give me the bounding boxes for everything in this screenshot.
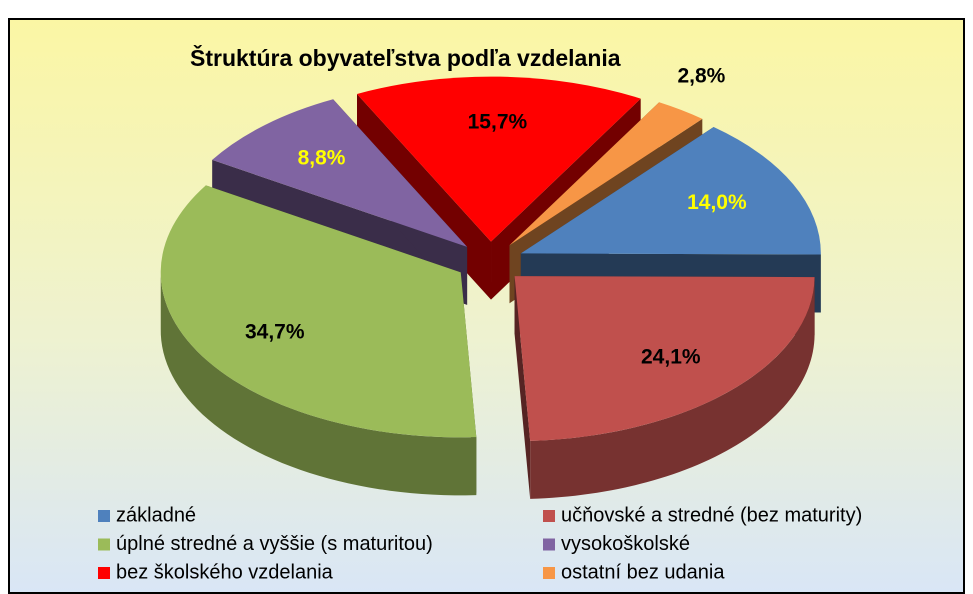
legend-label: základné: [116, 504, 196, 526]
slice-top: [160, 185, 477, 438]
slice-wall: [160, 270, 477, 496]
pie: 14,0% 24,1% 34,7% 8,8% 15,7% 2,8%: [160, 65, 821, 499]
legend-swatch: [543, 567, 555, 579]
legend-label: bez školského vzdelania: [116, 561, 334, 583]
legend-label: ostatní bez udania: [561, 561, 725, 583]
value-label: 8,8%: [298, 147, 346, 170]
legend-swatch: [543, 538, 555, 551]
legend-swatch: [98, 567, 110, 579]
value-label: 15,7%: [468, 110, 528, 133]
slice-top: [514, 276, 815, 441]
slice: [514, 276, 815, 499]
chart-title: Štruktúra obyvateľstva podľa vzdelania: [190, 44, 621, 71]
slice-side: [514, 276, 531, 499]
slice: [160, 185, 477, 496]
legend-swatch: [98, 538, 110, 551]
legend-swatch: [98, 510, 110, 522]
legend: základné učňovské a stredné (bez maturity…: [98, 504, 862, 583]
legend-swatch: [543, 510, 555, 522]
legend-label: vysokoškolské: [561, 533, 690, 555]
slice-top: [356, 76, 641, 242]
slice-wall: [530, 277, 815, 499]
legend-label: učňovské a stredné (bez maturity): [561, 504, 862, 526]
value-label: 2,8%: [677, 65, 725, 88]
legend-label: úplné stredné a vyššie (s maturitou): [116, 533, 433, 555]
value-label: 24,1%: [641, 346, 701, 369]
slice-top: [212, 99, 468, 247]
value-label: 34,7%: [245, 320, 305, 343]
slice-top: [520, 127, 821, 255]
value-label: 14,0%: [687, 191, 747, 214]
slice-top: [509, 102, 703, 246]
